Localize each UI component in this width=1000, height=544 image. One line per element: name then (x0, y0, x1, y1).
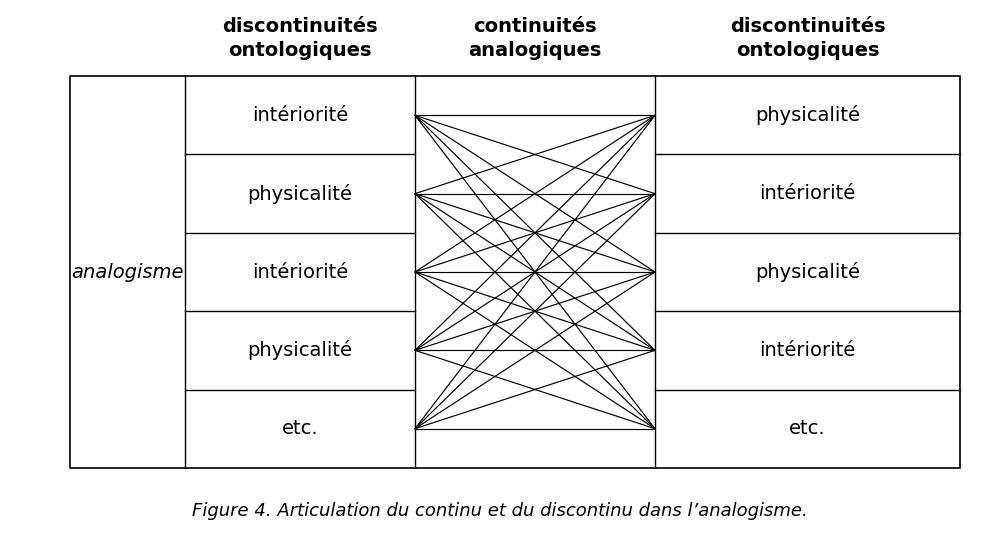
Text: continuités
analogiques: continuités analogiques (468, 17, 602, 60)
Text: intériorité: intériorité (759, 184, 856, 203)
Text: physicalité: physicalité (248, 341, 352, 360)
Text: discontinuités
ontologiques: discontinuités ontologiques (730, 17, 885, 60)
Text: intériorité: intériorité (252, 106, 348, 125)
Text: intériorité: intériorité (252, 263, 348, 281)
Text: intériorité: intériorité (759, 341, 856, 360)
Bar (70, 76, 960, 468)
Text: Figure 4. Articulation du continu et du discontinu dans l’analogisme.: Figure 4. Articulation du continu et du … (192, 502, 808, 521)
Text: etc.: etc. (282, 419, 318, 438)
Text: discontinuités
ontologiques: discontinuités ontologiques (222, 17, 378, 60)
Text: analogisme: analogisme (71, 263, 184, 281)
Text: physicalité: physicalité (248, 184, 352, 203)
Text: etc.: etc. (789, 419, 826, 438)
Text: physicalité: physicalité (755, 262, 860, 282)
Text: physicalité: physicalité (755, 106, 860, 125)
